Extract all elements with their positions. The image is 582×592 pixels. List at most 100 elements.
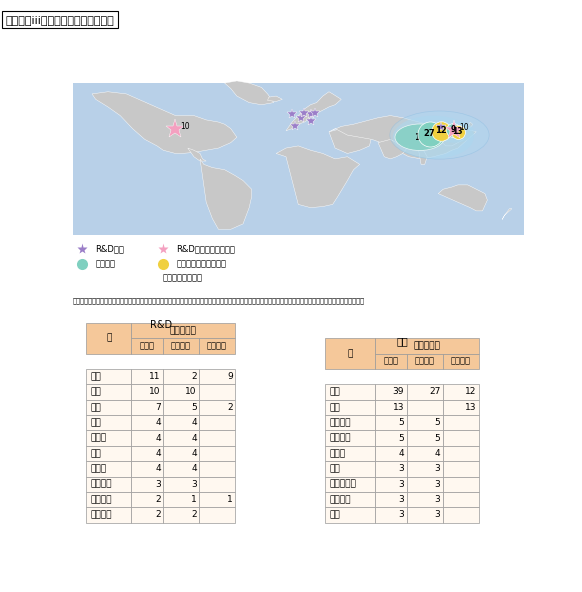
Text: インド: インド [330,449,346,458]
Text: 資料：デロイト・トーマツ・コンサルティング株式会社「グローバル企業の海外展開及びリスク管理手法にかかる調査・分析」（経済産業省委託調査）から作成。: 資料：デロイト・トーマツ・コンサルティング株式会社「グローバル企業の海外展開及び… [73,297,365,304]
Text: 4: 4 [435,449,441,458]
FancyBboxPatch shape [199,492,235,507]
Text: 韓国: 韓国 [91,372,101,381]
FancyBboxPatch shape [375,446,406,461]
Text: 10: 10 [149,388,161,397]
FancyBboxPatch shape [443,430,478,446]
Ellipse shape [434,121,474,143]
Text: 米国: 米国 [91,388,101,397]
Text: 日本: 日本 [91,418,101,427]
Text: 生産: 生産 [396,336,408,346]
Text: ブラジル: ブラジル [330,495,352,504]
Text: 9: 9 [450,125,456,134]
Text: ポーランド: ポーランド [330,480,357,489]
FancyBboxPatch shape [325,338,375,369]
Text: 3: 3 [399,464,404,474]
FancyBboxPatch shape [132,384,163,400]
Text: 3: 3 [399,510,404,520]
FancyBboxPatch shape [443,492,478,507]
FancyBboxPatch shape [375,477,406,492]
FancyBboxPatch shape [132,400,163,415]
Text: 4: 4 [155,433,161,443]
Text: ドイツ: ドイツ [91,464,107,474]
Text: 英国: 英国 [91,449,101,458]
FancyBboxPatch shape [163,461,199,477]
Text: 4: 4 [155,449,161,458]
Text: イタリア: イタリア [91,480,112,489]
Text: 13: 13 [465,403,477,412]
FancyBboxPatch shape [132,430,163,446]
Polygon shape [329,127,372,153]
Text: 3: 3 [399,495,404,504]
Text: 10: 10 [185,388,197,397]
FancyBboxPatch shape [199,400,235,415]
FancyBboxPatch shape [325,507,375,523]
Text: 4: 4 [399,449,404,458]
Text: フランス: フランス [91,510,112,520]
FancyBboxPatch shape [86,430,132,446]
Text: 39: 39 [393,388,404,397]
Polygon shape [458,122,473,136]
FancyBboxPatch shape [163,446,199,461]
Text: 7: 7 [155,403,161,412]
FancyBboxPatch shape [406,353,443,369]
Text: 5: 5 [191,403,197,412]
FancyBboxPatch shape [163,492,199,507]
Text: 4: 4 [155,464,161,474]
Ellipse shape [393,115,474,159]
Text: 3: 3 [435,495,441,504]
Text: 本国設置: 本国設置 [450,357,471,366]
Text: 2: 2 [155,495,161,504]
FancyBboxPatch shape [163,507,199,523]
FancyBboxPatch shape [163,430,199,446]
FancyBboxPatch shape [375,507,406,523]
FancyBboxPatch shape [163,415,199,430]
Polygon shape [225,81,274,105]
FancyBboxPatch shape [86,507,132,523]
Text: 3: 3 [435,480,441,489]
FancyBboxPatch shape [325,461,375,477]
Text: 12: 12 [414,133,426,141]
FancyBboxPatch shape [375,400,406,415]
FancyBboxPatch shape [325,492,375,507]
FancyBboxPatch shape [163,477,199,492]
Polygon shape [276,146,360,208]
Polygon shape [502,209,512,220]
FancyBboxPatch shape [443,415,478,430]
Text: 4: 4 [191,418,197,427]
Polygon shape [200,159,251,229]
Text: 12: 12 [465,388,477,397]
FancyBboxPatch shape [406,492,443,507]
FancyBboxPatch shape [199,446,235,461]
FancyBboxPatch shape [406,477,443,492]
FancyBboxPatch shape [132,369,163,384]
Text: 13: 13 [453,127,463,136]
FancyBboxPatch shape [443,507,478,523]
FancyBboxPatch shape [375,461,406,477]
FancyBboxPatch shape [132,415,163,430]
Text: 生産拠点: 生産拠点 [95,259,115,268]
Text: メキシコ: メキシコ [330,418,352,427]
Ellipse shape [390,111,489,159]
FancyBboxPatch shape [406,461,443,477]
Text: R&D拠点（本国設置）: R&D拠点（本国設置） [176,244,235,253]
Text: 韓国: 韓国 [330,403,340,412]
FancyBboxPatch shape [199,430,235,446]
Text: 13: 13 [393,403,404,412]
Text: 3: 3 [435,464,441,474]
Text: 4: 4 [191,464,197,474]
FancyBboxPatch shape [325,400,375,415]
Polygon shape [92,92,237,153]
FancyBboxPatch shape [86,415,132,430]
FancyBboxPatch shape [163,338,199,353]
FancyBboxPatch shape [375,415,406,430]
Text: 拠　点　数: 拠 点 数 [413,342,440,350]
FancyBboxPatch shape [86,492,132,507]
Text: 3: 3 [155,480,161,489]
FancyBboxPatch shape [86,477,132,492]
Polygon shape [378,139,409,159]
Text: タイ: タイ [330,464,340,474]
Text: 中国: 中国 [91,403,101,412]
FancyBboxPatch shape [406,507,443,523]
FancyBboxPatch shape [163,384,199,400]
